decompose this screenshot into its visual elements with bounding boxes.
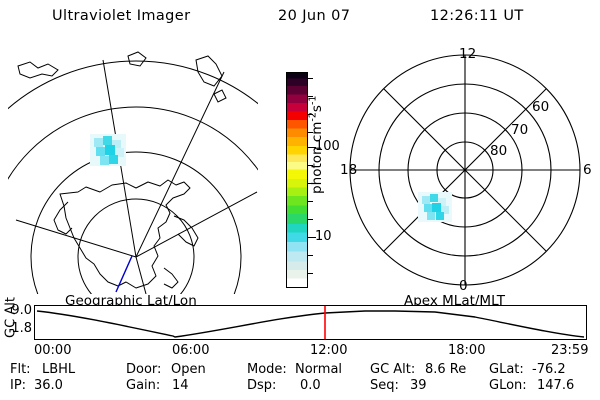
xtick-1800: 18:00 xyxy=(448,343,486,358)
ytick-high: 9.0 xyxy=(11,303,32,318)
mlat-label-70: 70 xyxy=(511,122,529,138)
status-door-label: Door: xyxy=(126,362,162,377)
ground-track-line xyxy=(115,255,133,293)
status-gcalt-value: 8.6 Re xyxy=(425,362,467,377)
header-bar: Ultraviolet Imager 20 Jun 07 12:26:11 UT xyxy=(0,8,600,30)
status-glat-value: -76.2 xyxy=(532,362,566,377)
colorbar-tick-major xyxy=(307,237,316,238)
status-row-1: Flt: LBHL Door: Open Mode: Normal GC Alt… xyxy=(0,362,600,378)
status-mode-label: Mode: xyxy=(247,362,287,377)
colorbar-gradient xyxy=(286,72,308,288)
xtick-0000: 00:00 xyxy=(34,343,72,358)
status-bar: Flt: LBHL Door: Open Mode: Normal GC Alt… xyxy=(0,362,600,398)
status-flt-label: Flt: xyxy=(10,362,31,377)
colorbar-panel: photon cm-2s-1 100 10 xyxy=(262,44,348,294)
mlat-label-80: 80 xyxy=(490,143,508,159)
xtick-1200: 12:00 xyxy=(310,343,348,358)
geographic-map-svg xyxy=(0,51,333,400)
colorbar-tick xyxy=(307,132,313,133)
status-gain-label: Gain: xyxy=(126,378,161,393)
status-glon-value: 147.6 xyxy=(537,378,575,393)
timeseries-plot-box[interactable] xyxy=(34,305,587,340)
status-gcalt-label: GC Alt: xyxy=(370,362,416,377)
mlt-label-6: 6 xyxy=(583,162,592,178)
altitude-timeseries-panel: GC Alt 9.0 1.8 00:00 06:00 12:00 18:00 2… xyxy=(0,297,600,358)
mlt-label-0: 0 xyxy=(459,278,468,294)
coastline-antarctica xyxy=(53,179,199,289)
mlat-label-60: 60 xyxy=(532,99,550,115)
page-title: Ultraviolet Imager xyxy=(52,8,191,24)
xtick-2359: 23:59 xyxy=(551,343,589,358)
status-door-value: Open xyxy=(171,362,206,377)
status-glon-label: GLon: xyxy=(489,378,527,393)
colorbar-label-10: 10 xyxy=(315,229,332,244)
status-ip-value: 36.0 xyxy=(34,378,63,393)
status-glat-label: GLat: xyxy=(489,362,524,377)
status-flt-value: LBHL xyxy=(42,362,76,377)
status-dsp-value: 0.0 xyxy=(300,378,321,393)
colorbar-tick xyxy=(307,78,313,79)
apex-dial-panel: 12 6 0 18 60 70 80 xyxy=(340,42,598,294)
status-ip-label: IP: xyxy=(10,378,27,393)
colorbar-tick xyxy=(307,96,313,97)
colorbar-tick xyxy=(307,273,313,274)
colorbar-tick xyxy=(307,165,313,166)
status-row-2: IP: 36.0 Gain: 14 Dsp: 0.0 Seq: 39 GLon:… xyxy=(0,378,600,394)
aurora-patch-geographic xyxy=(90,134,126,166)
mlt-label-18: 18 xyxy=(340,162,358,178)
status-mode-value: Normal xyxy=(295,362,343,377)
status-dsp-label: Dsp: xyxy=(247,378,277,393)
aurora-patch-apex xyxy=(418,192,452,222)
observation-time: 12:26:11 UT xyxy=(430,8,524,24)
mlt-label-12: 12 xyxy=(459,46,477,62)
colorbar-tick xyxy=(307,114,313,115)
apex-dial-svg xyxy=(349,54,581,286)
altitude-trace xyxy=(36,310,585,338)
colorbar-tick xyxy=(307,201,313,202)
altitude-trace-svg xyxy=(36,306,585,339)
colorbar-tick-major xyxy=(307,147,316,148)
ytick-low: 1.8 xyxy=(11,321,32,336)
colorbar-label-100: 100 xyxy=(315,139,340,154)
colorbar-tick xyxy=(307,219,313,220)
xtick-0600: 06:00 xyxy=(172,343,210,358)
colorbar-tick xyxy=(307,255,313,256)
status-gain-value: 14 xyxy=(172,378,189,393)
status-seq-value: 39 xyxy=(410,378,427,393)
observation-date: 20 Jun 07 xyxy=(278,8,351,24)
colorbar-tick xyxy=(307,183,313,184)
status-seq-label: Seq: xyxy=(370,378,399,393)
geographic-map-panel xyxy=(0,42,333,400)
